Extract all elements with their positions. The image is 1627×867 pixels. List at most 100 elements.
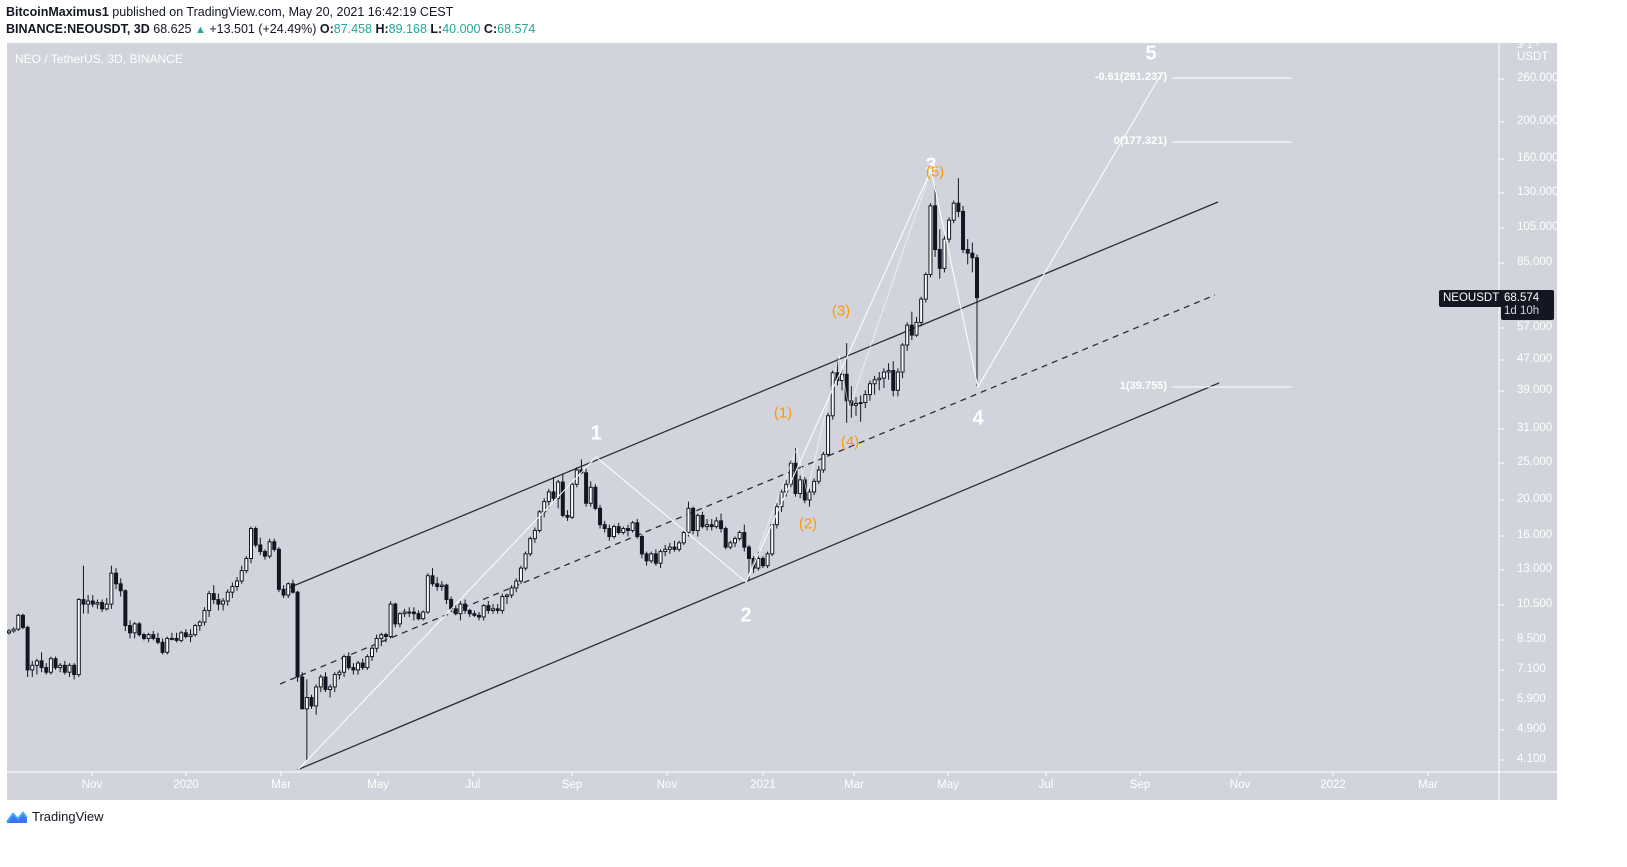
candle bbox=[695, 514, 700, 532]
candle bbox=[504, 594, 509, 598]
candle bbox=[891, 370, 896, 391]
price-scale-label: 8.500 bbox=[1517, 633, 1546, 645]
candle bbox=[86, 600, 91, 605]
candle bbox=[481, 605, 486, 618]
price-scale-label: 13.000 bbox=[1517, 563, 1553, 575]
time-scale-label: May bbox=[937, 779, 959, 791]
candle bbox=[854, 402, 858, 406]
candle bbox=[272, 541, 277, 550]
candle bbox=[733, 538, 737, 544]
candle bbox=[812, 480, 817, 493]
bar-countdown: 1d 10h bbox=[1504, 305, 1540, 317]
candle bbox=[677, 542, 682, 550]
wave-label-5: 5 bbox=[1145, 42, 1157, 65]
candle bbox=[90, 600, 95, 605]
price-scale-label: 31.000 bbox=[1517, 422, 1553, 434]
candle bbox=[365, 656, 370, 669]
candle bbox=[416, 613, 421, 620]
price-scale-label: 47.000 bbox=[1517, 353, 1553, 365]
sub-wave-label: (4) bbox=[840, 433, 860, 451]
price-scale-label: 20.000 bbox=[1517, 493, 1553, 505]
candle bbox=[933, 205, 938, 250]
candle bbox=[230, 586, 235, 593]
price-scale-label: 4.100 bbox=[1517, 753, 1546, 765]
time-scale-label: May bbox=[367, 779, 389, 791]
candle bbox=[7, 630, 11, 634]
candle bbox=[276, 548, 281, 590]
candle bbox=[444, 584, 449, 601]
price-change: +13.501 (+24.49%) bbox=[209, 22, 317, 36]
candle bbox=[630, 522, 635, 532]
price-chart-canvas[interactable] bbox=[7, 43, 1557, 800]
candle bbox=[909, 324, 914, 336]
price-scale-label: 160.000 bbox=[1517, 152, 1559, 164]
elliott-wave-path bbox=[296, 75, 1161, 772]
candle bbox=[342, 656, 347, 673]
candle bbox=[300, 676, 305, 710]
price-scale-label: 105.000 bbox=[1517, 221, 1559, 233]
candle bbox=[463, 603, 468, 611]
candle bbox=[435, 583, 440, 588]
candle bbox=[188, 634, 193, 638]
tradingview-brand: TradingView bbox=[32, 809, 104, 824]
candle bbox=[397, 613, 402, 625]
candle bbox=[560, 481, 565, 516]
fib-level-label: 1(39.755) bbox=[1119, 380, 1167, 392]
candle bbox=[328, 686, 333, 691]
candle bbox=[100, 602, 105, 610]
candle bbox=[114, 572, 119, 585]
symbol-name: BINANCE:NEOUSDT, 3D bbox=[6, 22, 150, 36]
low-label: L: bbox=[430, 22, 443, 36]
candle bbox=[700, 514, 705, 528]
candle bbox=[249, 528, 253, 559]
price-scale-currency: USDT bbox=[1517, 51, 1549, 63]
candle bbox=[681, 531, 686, 544]
time-scale-label: 2022 bbox=[1320, 779, 1346, 791]
publish-line: BitcoinMaximus1 published on TradingView… bbox=[6, 5, 453, 19]
candle bbox=[798, 479, 803, 494]
candle bbox=[551, 491, 556, 499]
high-label: H: bbox=[375, 22, 389, 36]
candle bbox=[467, 609, 472, 615]
candle bbox=[160, 641, 165, 653]
channel-mid-line bbox=[279, 294, 1216, 685]
candle bbox=[225, 591, 230, 602]
candle bbox=[705, 524, 710, 528]
candle bbox=[402, 611, 407, 615]
price-scale-label: 7.100 bbox=[1517, 663, 1546, 675]
candle bbox=[309, 697, 314, 707]
candle bbox=[607, 528, 612, 538]
candle bbox=[267, 541, 272, 557]
candle bbox=[118, 583, 123, 592]
candle bbox=[253, 528, 258, 546]
candle bbox=[179, 632, 184, 641]
candle bbox=[58, 664, 63, 669]
author-name[interactable]: BitcoinMaximus1 bbox=[6, 5, 109, 19]
candle bbox=[165, 637, 170, 653]
candle bbox=[821, 453, 826, 471]
candle bbox=[411, 611, 416, 615]
candle bbox=[663, 548, 668, 553]
candle bbox=[425, 575, 430, 613]
channel-lower-line bbox=[296, 382, 1220, 771]
candle bbox=[500, 596, 505, 611]
price-scale-label: 85.000 bbox=[1517, 256, 1553, 268]
candle bbox=[937, 248, 942, 269]
candle bbox=[370, 647, 374, 658]
candle bbox=[900, 344, 905, 373]
price-scale-label: 10.500 bbox=[1517, 598, 1553, 610]
close-label: C: bbox=[483, 22, 498, 36]
wave-label-1: 1 bbox=[590, 422, 602, 445]
candle bbox=[20, 614, 25, 628]
tradingview-footer[interactable]: TradingView bbox=[6, 809, 104, 824]
candle bbox=[304, 697, 309, 710]
candle bbox=[351, 667, 356, 671]
candle bbox=[383, 634, 388, 638]
open-label: O: bbox=[319, 22, 334, 36]
candle bbox=[76, 599, 81, 676]
candle bbox=[956, 202, 961, 212]
candle bbox=[602, 524, 607, 530]
low-value: 40.000 bbox=[442, 22, 481, 36]
chart-pane[interactable]: NEO / TetherUS, 3D, BINANCE 260.000 200.0… bbox=[7, 40, 1559, 800]
candle bbox=[928, 205, 933, 275]
